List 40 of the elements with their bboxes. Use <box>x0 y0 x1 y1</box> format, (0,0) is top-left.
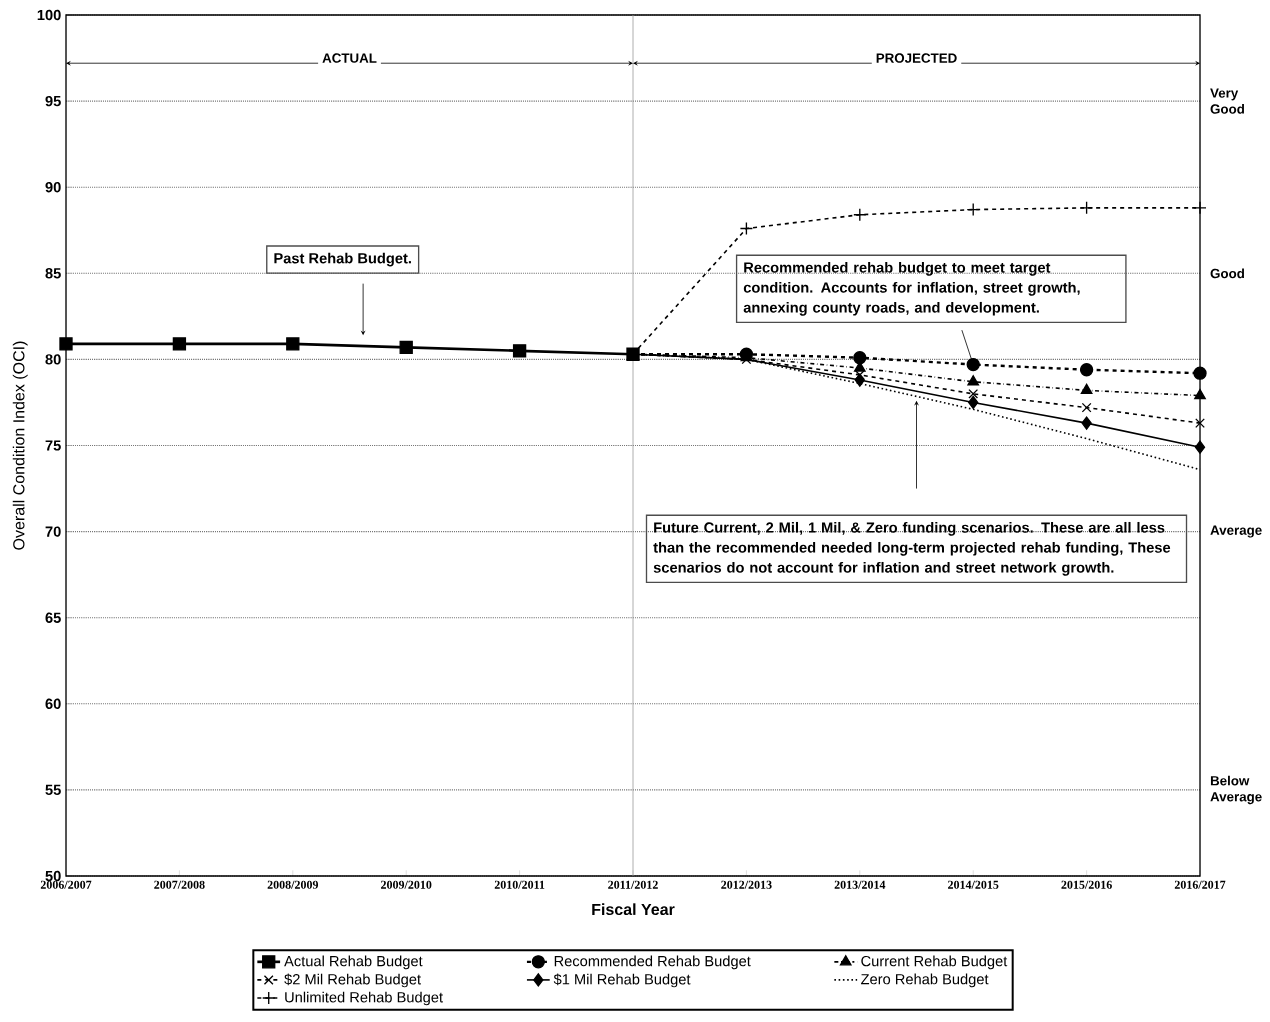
y-tick-label: 80 <box>45 354 61 365</box>
y-tick-label: 100 <box>37 9 61 21</box>
x-tick-label: 2014/2015 <box>948 880 999 889</box>
y-tick-label: 90 <box>45 182 61 193</box>
y-axis-title: Overall Condition Index (OCI) <box>12 341 28 550</box>
y-tick-label: 50 <box>45 870 61 882</box>
x-tick-label: 2016/2017 <box>1174 880 1226 889</box>
x-tick-label: 2010/2011 <box>494 880 545 889</box>
x-axis-title: Fiscal Year <box>592 903 675 916</box>
text: Average <box>1210 525 1262 538</box>
y-tick-label: 55 <box>45 784 61 796</box>
text: Good <box>1210 268 1244 279</box>
annotation: PROJECTED <box>876 53 957 63</box>
y-tick-label: 75 <box>45 440 61 451</box>
y-tick-label: 65 <box>45 612 61 623</box>
x-tick-label: 2012/2013 <box>721 880 772 889</box>
x-tick-label: 2015/2016 <box>1061 880 1112 889</box>
annotation: Future Current, 2 Mil, 1 Mil, & Zero funding scenarios. These are all less than the recommended needed long-term projected rehab funding, These scenarios do not account for inflation and street network growth. <box>653 521 1171 576</box>
y-tick-label: 60 <box>45 698 61 709</box>
annotation: Recommended rehab budget to meet target condition. Accounts for inflation, street growth, annexing county roads, and development. <box>743 261 1080 316</box>
x-tick-label: 2006/2007 <box>40 880 92 889</box>
x-tick-label: 2008/2009 <box>267 880 319 889</box>
legend-label: $2 Mil Rehab Budget <box>284 973 421 988</box>
annotation: Past Rehab Budget. <box>274 252 411 267</box>
legend-label: $1 Mil Rehab Budget <box>553 973 691 988</box>
y-tick-label: 95 <box>45 95 61 107</box>
x-tick-label: 2007/2008 <box>154 880 205 889</box>
legend-label: Current Rehab Budget <box>861 955 1008 970</box>
x-tick-label: 2009/2010 <box>381 880 432 889</box>
legend-label: Actual Rehab Budget <box>284 955 423 970</box>
y-tick-label: 70 <box>45 526 61 537</box>
x-tick-label: 2011/2012 <box>608 880 658 889</box>
legend-label: Zero Rehab Budget <box>861 973 989 988</box>
annotation: ACTUAL <box>322 53 377 63</box>
text: Very Good <box>1210 88 1244 114</box>
y-tick-label: 85 <box>45 268 61 279</box>
legend-label: Recommended Rehab Budget <box>554 955 751 970</box>
text: Below Average <box>1210 775 1262 805</box>
legend-label: Unlimited Rehab Budget <box>285 991 443 1006</box>
x-tick-label: 2013/2014 <box>834 880 886 889</box>
